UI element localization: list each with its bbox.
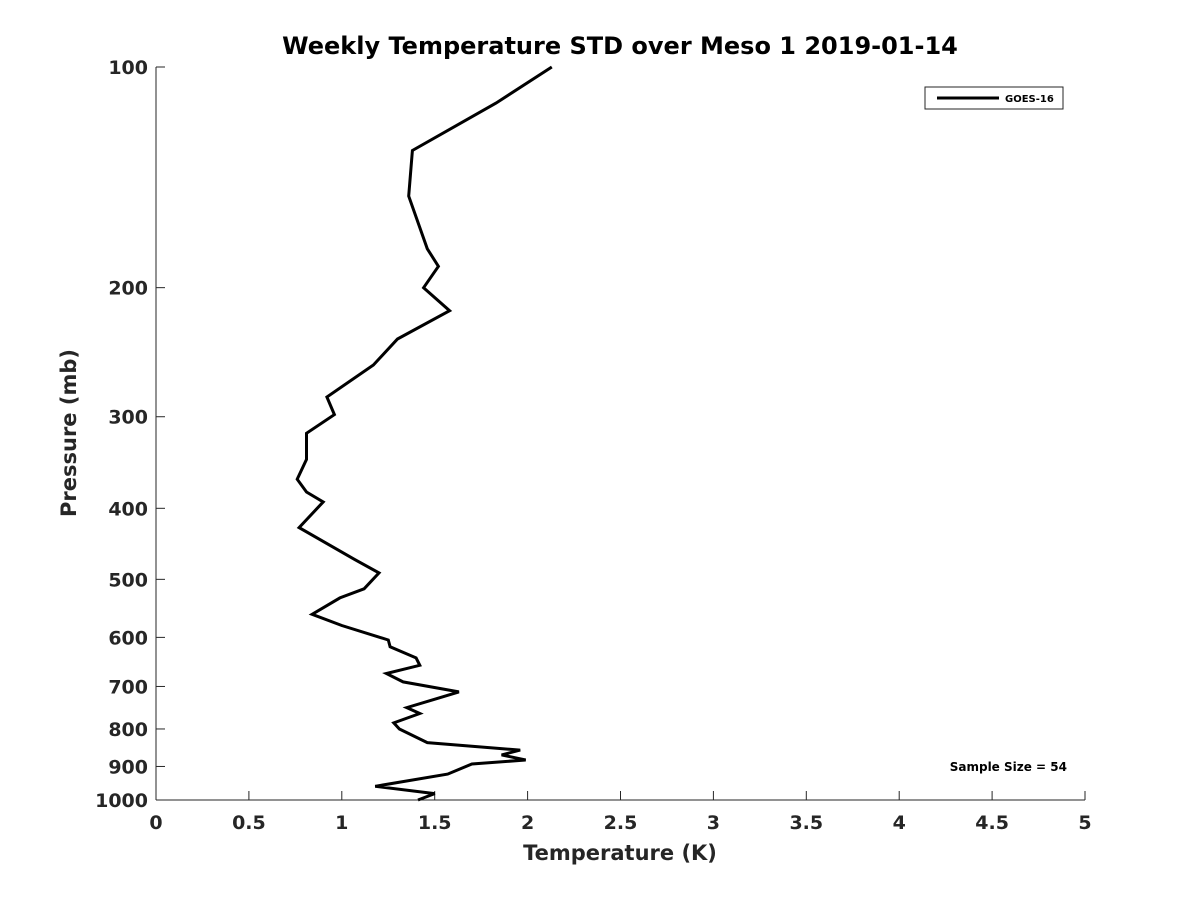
x-tick-label: 4.5 [975,812,1009,834]
legend: GOES-16 [924,86,1064,110]
y-tick-label: 100 [108,57,148,79]
x-tick-label: 2.5 [604,812,638,834]
sample-size-annotation: Sample Size = 54 [950,760,1067,774]
y-axis-label: Pressure (mb) [57,349,81,517]
y-tick-label: 200 [108,278,148,300]
x-tick-label: 5 [1078,812,1091,834]
y-tick-label: 900 [108,756,148,778]
y-tick-label: 400 [108,498,148,520]
x-tick-label: 3.5 [789,812,823,834]
x-tick-label: 0 [149,812,162,834]
y-axis-ticks: 100 200 300 400 500 600 700 800 900 1000 [95,57,165,812]
chart-title: Weekly Temperature STD over Meso 1 2019-… [282,32,958,60]
x-tick-label: 4 [893,812,906,834]
y-tick-label: 600 [108,627,148,649]
x-tick-label: 1.5 [418,812,452,834]
x-tick-label: 1 [335,812,348,834]
y-tick-label: 700 [108,676,148,698]
series-layer [295,65,553,802]
legend-label-goes-16: GOES-16 [1005,94,1054,105]
series-line-goes-16 [295,65,553,802]
x-tick-label: 0.5 [232,812,266,834]
x-tick-label: 3 [707,812,720,834]
y-tick-label: 500 [108,569,148,591]
x-axis-label: Temperature (K) [523,841,717,865]
y-tick-label: 800 [108,719,148,741]
x-axis-ticks: 0 0.5 1 1.5 2 2.5 3 3.5 4 4.5 5 [149,791,1092,834]
x-tick-label: 2 [521,812,534,834]
y-tick-label: 1000 [95,790,148,812]
y-tick-label: 300 [108,407,148,429]
